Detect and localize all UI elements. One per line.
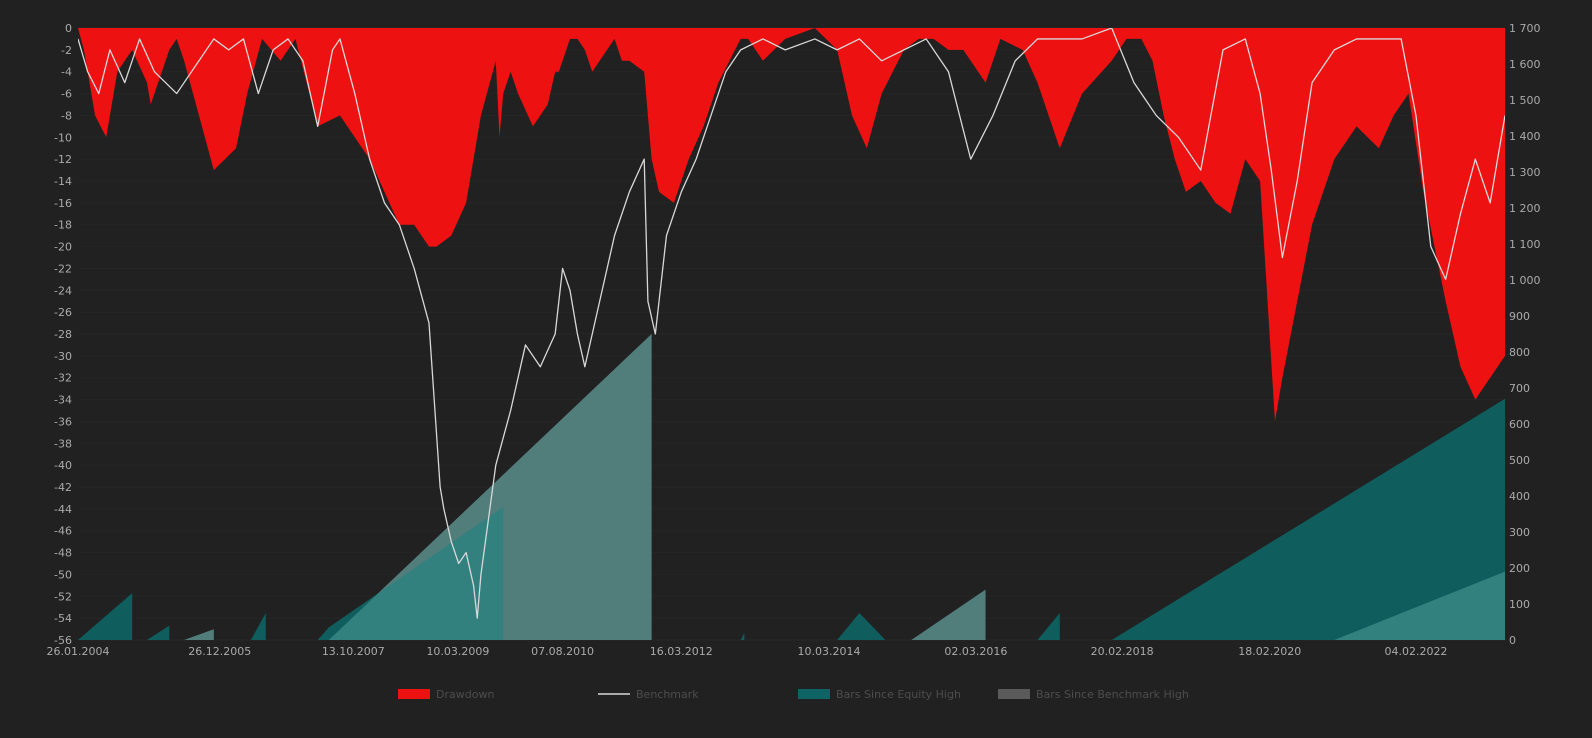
x-tick-label: 18.02.2020 <box>1238 645 1301 658</box>
y-right-tick-label: 1 700 <box>1509 22 1541 35</box>
legend-benchmark-label: Benchmark <box>636 688 699 701</box>
y-left-tick-label: -22 <box>54 262 72 275</box>
y-right-tick-label: 1 100 <box>1509 238 1541 251</box>
x-tick-label: 02.03.2016 <box>944 645 1007 658</box>
legend-bars-since-benchmark-high-swatch <box>998 689 1030 699</box>
x-tick-label: 07.08.2010 <box>531 645 594 658</box>
y-right-tick-label: 800 <box>1509 346 1530 359</box>
drawdown-area <box>78 28 1505 422</box>
axes: 0 -2 -4 -6 -8 -10 -12 -14 -16 -18 -20 -22 -24 -26 -28 -… <box>47 22 1541 658</box>
y-left-tick-label: -56 <box>54 634 72 647</box>
bars-since-equity-high-area <box>78 398 1505 640</box>
y-right-tick-label: 1 000 <box>1509 274 1541 287</box>
y-right-tick-label: 1 600 <box>1509 58 1541 71</box>
series-layer <box>78 28 1505 640</box>
y-right-tick-label: 1 300 <box>1509 166 1541 179</box>
y-left-tick-label: -12 <box>54 153 72 166</box>
legend-drawdown-label: Drawdown <box>436 688 494 701</box>
y-left-tick-label: -50 <box>54 568 72 581</box>
y-right-tick-label: 1 200 <box>1509 202 1541 215</box>
legend-bars-since-benchmark-high-label: Bars Since Benchmark High <box>1036 688 1189 701</box>
legend-bars-since-benchmark-high: Bars Since Benchmark High <box>998 688 1189 701</box>
bars-overlap-area <box>78 334 1505 640</box>
benchmark-line <box>78 28 1505 619</box>
y-right-tick-label: 900 <box>1509 310 1530 323</box>
legend-drawdown: Drawdown <box>398 688 494 701</box>
y-left-tick-label: -26 <box>54 306 72 319</box>
y-right-tick-label: 700 <box>1509 382 1530 395</box>
y-left-tick-label: -54 <box>54 612 72 625</box>
y-left-tick-label: -38 <box>54 437 72 450</box>
y-left-tick-label: -2 <box>61 44 72 57</box>
x-tick-label: 10.03.2009 <box>426 645 489 658</box>
legend: Drawdown Benchmark Bars Since Equity High B… <box>398 688 1189 701</box>
y-right-tick-label: 1 400 <box>1509 130 1541 143</box>
y-left-tick-label: -52 <box>54 590 72 603</box>
legend-benchmark: Benchmark <box>598 688 699 701</box>
y-left-tick-label: -18 <box>54 219 72 232</box>
y-right-tick-label: 100 <box>1509 598 1530 611</box>
y-left-tick-label: -8 <box>61 109 72 122</box>
y-left-tick-label: -4 <box>61 66 72 79</box>
y-left-tick-label: -36 <box>54 415 72 428</box>
y-left-tick-label: 0 <box>65 22 72 35</box>
y-left-tick-label: -14 <box>54 175 72 188</box>
x-tick-label: 20.02.2018 <box>1091 645 1154 658</box>
x-tick-label: 26.12.2005 <box>188 645 251 658</box>
legend-bars-since-equity-high: Bars Since Equity High <box>798 688 961 701</box>
x-tick-label: 04.02.2022 <box>1384 645 1447 658</box>
y-left-tick-label: -40 <box>54 459 72 472</box>
legend-bars-since-equity-high-label: Bars Since Equity High <box>836 688 961 701</box>
y-right-tick-label: 600 <box>1509 418 1530 431</box>
x-tick-label: 26.01.2004 <box>47 645 110 658</box>
y-left-tick-label: -16 <box>54 197 72 210</box>
y-left-tick-label: -44 <box>54 503 72 516</box>
x-tick-label: 13.10.2007 <box>322 645 385 658</box>
y-right-tick-label: 500 <box>1509 454 1530 467</box>
y-right-tick-label: 300 <box>1509 526 1530 539</box>
y-left-tick-label: -30 <box>54 350 72 363</box>
y-left-tick-label: -10 <box>54 131 72 144</box>
y-left-tick-label: -24 <box>54 284 72 297</box>
x-tick-label: 10.03.2014 <box>797 645 860 658</box>
y-left-tick-label: -6 <box>61 88 72 101</box>
y-right-tick-label: 0 <box>1509 634 1516 647</box>
legend-bars-since-equity-high-swatch <box>798 689 830 699</box>
y-left-tick-label: -48 <box>54 547 72 560</box>
y-right-tick-label: 400 <box>1509 490 1530 503</box>
y-left-tick-label: -32 <box>54 372 72 385</box>
y-left-tick-label: -20 <box>54 241 72 254</box>
y-left-tick-label: -46 <box>54 525 72 538</box>
y-left-tick-label: -28 <box>54 328 72 341</box>
y-left-tick-label: -34 <box>54 394 72 407</box>
legend-drawdown-swatch <box>398 689 430 699</box>
y-left-tick-label: -42 <box>54 481 72 494</box>
x-tick-label: 16.03.2012 <box>650 645 713 658</box>
y-right-tick-label: 1 500 <box>1509 94 1541 107</box>
y-right-tick-label: 200 <box>1509 562 1530 575</box>
